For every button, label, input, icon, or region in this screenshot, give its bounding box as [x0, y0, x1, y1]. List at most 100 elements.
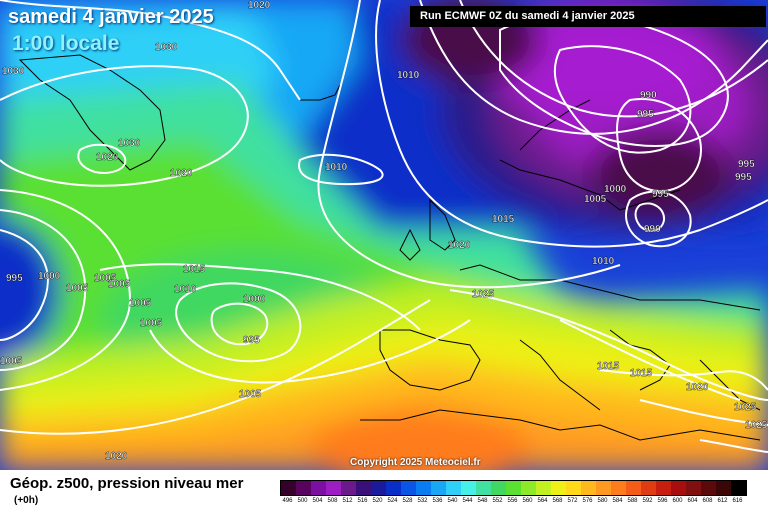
color-scale-ticks: 496 500 504 508 512 516 520 524 528 532 536 540 544 5… [280, 498, 745, 504]
scale-tick: 576 [582, 498, 593, 504]
color-swatch [311, 481, 326, 495]
pressure-label: 1010 [397, 70, 420, 81]
pressure-label: 995 [6, 273, 23, 284]
color-swatch [281, 481, 296, 495]
pressure-label: 1000 [604, 184, 627, 195]
pressure-label: 1020 [686, 382, 709, 393]
pressure-label: 995 [735, 172, 752, 183]
pressure-label: 1015 [492, 214, 515, 225]
scale-tick: 548 [477, 498, 488, 504]
pressure-label: 1005 [108, 279, 131, 290]
color-swatch [476, 481, 491, 495]
color-swatch [701, 481, 716, 495]
scale-tick: 580 [597, 498, 608, 504]
weather-map: 1020 1030 1030 1030 1020 1020 1010 1010 … [0, 0, 768, 470]
pressure-label: 1020 [170, 168, 193, 179]
color-swatch [521, 481, 536, 495]
pressure-labels: 1020 1030 1030 1030 1020 1020 1010 1010 … [0, 0, 768, 462]
color-swatch [491, 481, 506, 495]
color-swatch [611, 481, 626, 495]
scale-tick: 564 [537, 498, 548, 504]
color-scale [280, 480, 747, 496]
scale-tick: 608 [702, 498, 713, 504]
color-swatch [716, 481, 731, 495]
pressure-label: 990 [640, 90, 657, 101]
color-swatch [341, 481, 356, 495]
pressure-label: 1010 [592, 256, 615, 267]
color-swatch [371, 481, 386, 495]
scale-tick: 496 [282, 498, 293, 504]
scale-tick: 516 [357, 498, 368, 504]
pressure-label: 1025 [472, 289, 495, 300]
pressure-label: 995 [738, 159, 755, 170]
color-swatch [671, 481, 686, 495]
pressure-label: 1020 [96, 152, 119, 163]
pressure-label: 1020 [448, 240, 471, 251]
map-time: 1:00 locale [12, 32, 120, 55]
scale-tick: 612 [717, 498, 728, 504]
scale-tick: 600 [672, 498, 683, 504]
color-swatch [596, 481, 611, 495]
scale-tick: 508 [327, 498, 338, 504]
pressure-label: 995 [637, 109, 654, 120]
pressure-label: 1015 [183, 264, 206, 275]
pressure-label: 1015 [630, 368, 653, 379]
color-swatch [446, 481, 461, 495]
map-date: samedi 4 janvier 2025 [8, 6, 214, 28]
color-swatch [731, 481, 746, 495]
pressure-label: 1005 [66, 283, 89, 294]
color-swatch [326, 481, 341, 495]
pressure-label: 1025 [745, 420, 768, 431]
scale-tick: 560 [522, 498, 533, 504]
pressure-label: 1005 [94, 273, 117, 284]
run-info: Run ECMWF 0Z du samedi 4 janvier 2025 [410, 6, 766, 27]
scale-tick: 504 [312, 498, 323, 504]
pressure-label: 1010 [325, 162, 348, 173]
scale-tick: 524 [387, 498, 398, 504]
scale-tick: 592 [642, 498, 653, 504]
color-swatch [356, 481, 371, 495]
scale-tick: 556 [507, 498, 518, 504]
scale-tick: 604 [687, 498, 698, 504]
scale-tick: 552 [492, 498, 503, 504]
color-swatch [581, 481, 596, 495]
pressure-label: 1005 [140, 318, 163, 329]
color-swatch [656, 481, 671, 495]
color-swatch [536, 481, 551, 495]
color-swatch [641, 481, 656, 495]
legend-subtitle: (+0h) [14, 495, 39, 506]
scale-tick: 616 [732, 498, 743, 504]
pressure-label: 1005 [0, 356, 23, 367]
pressure-label: 995 [243, 335, 260, 346]
color-swatch [506, 481, 521, 495]
pressure-label: 1000 [243, 294, 266, 305]
pressure-label: 1010 [174, 284, 197, 295]
scale-tick: 520 [372, 498, 383, 504]
coastlines [18, 54, 761, 441]
scale-tick: 568 [552, 498, 563, 504]
pressure-label: 1000 [38, 271, 61, 282]
pressure-label: 1025 [734, 402, 757, 413]
scale-tick: 572 [567, 498, 578, 504]
color-swatch [686, 481, 701, 495]
color-swatch [626, 481, 641, 495]
scale-tick: 596 [657, 498, 668, 504]
scale-tick: 528 [402, 498, 413, 504]
color-swatch [401, 481, 416, 495]
pressure-label: 1005 [584, 194, 607, 205]
scale-tick: 512 [342, 498, 353, 504]
legend-panel: Géop. z500, pression niveau mer (+0h) 49… [0, 470, 768, 512]
color-swatch [566, 481, 581, 495]
color-swatch [296, 481, 311, 495]
legend-title: Géop. z500, pression niveau mer [10, 475, 244, 492]
scale-tick: 588 [627, 498, 638, 504]
pressure-label: 1020 [105, 451, 128, 462]
pressure-label: 1030 [155, 42, 178, 53]
pressure-label: 1030 [2, 66, 25, 77]
scale-tick: 544 [462, 498, 473, 504]
pressure-label: 1005 [129, 298, 152, 309]
pressure-label: 990 [644, 224, 661, 235]
color-swatch [416, 481, 431, 495]
color-swatch [461, 481, 476, 495]
scale-tick: 532 [417, 498, 428, 504]
